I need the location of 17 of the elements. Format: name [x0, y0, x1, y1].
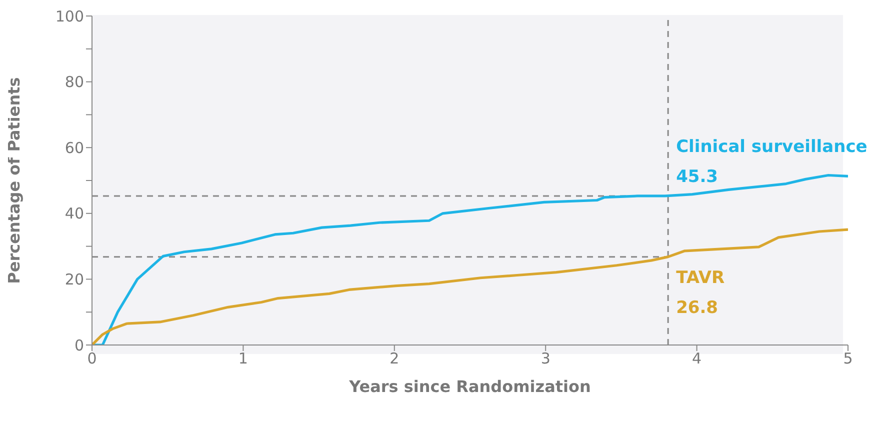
series-label: TAVR	[676, 268, 725, 288]
annotation: 26.8	[676, 298, 718, 318]
x-tick-label: 2	[390, 350, 400, 368]
x-tick-label: 4	[692, 350, 702, 368]
x-tick-label: 3	[540, 350, 550, 368]
x-tick-label: 0	[87, 350, 97, 368]
y-tick-label: 0	[74, 336, 84, 354]
x-axis-title: Years since Randomization	[348, 377, 591, 396]
x-tick-label: 1	[238, 350, 248, 368]
y-tick-label: 40	[64, 204, 84, 223]
series-label: Clinical surveillance	[676, 136, 868, 157]
y-tick-label: 60	[64, 138, 84, 157]
annotation: 45.3	[676, 166, 718, 187]
y-tick-label: 20	[64, 270, 84, 289]
y-tick-label: 80	[64, 73, 84, 92]
x-tick-label: 5	[843, 350, 853, 368]
y-tick-label: 100	[55, 7, 84, 26]
